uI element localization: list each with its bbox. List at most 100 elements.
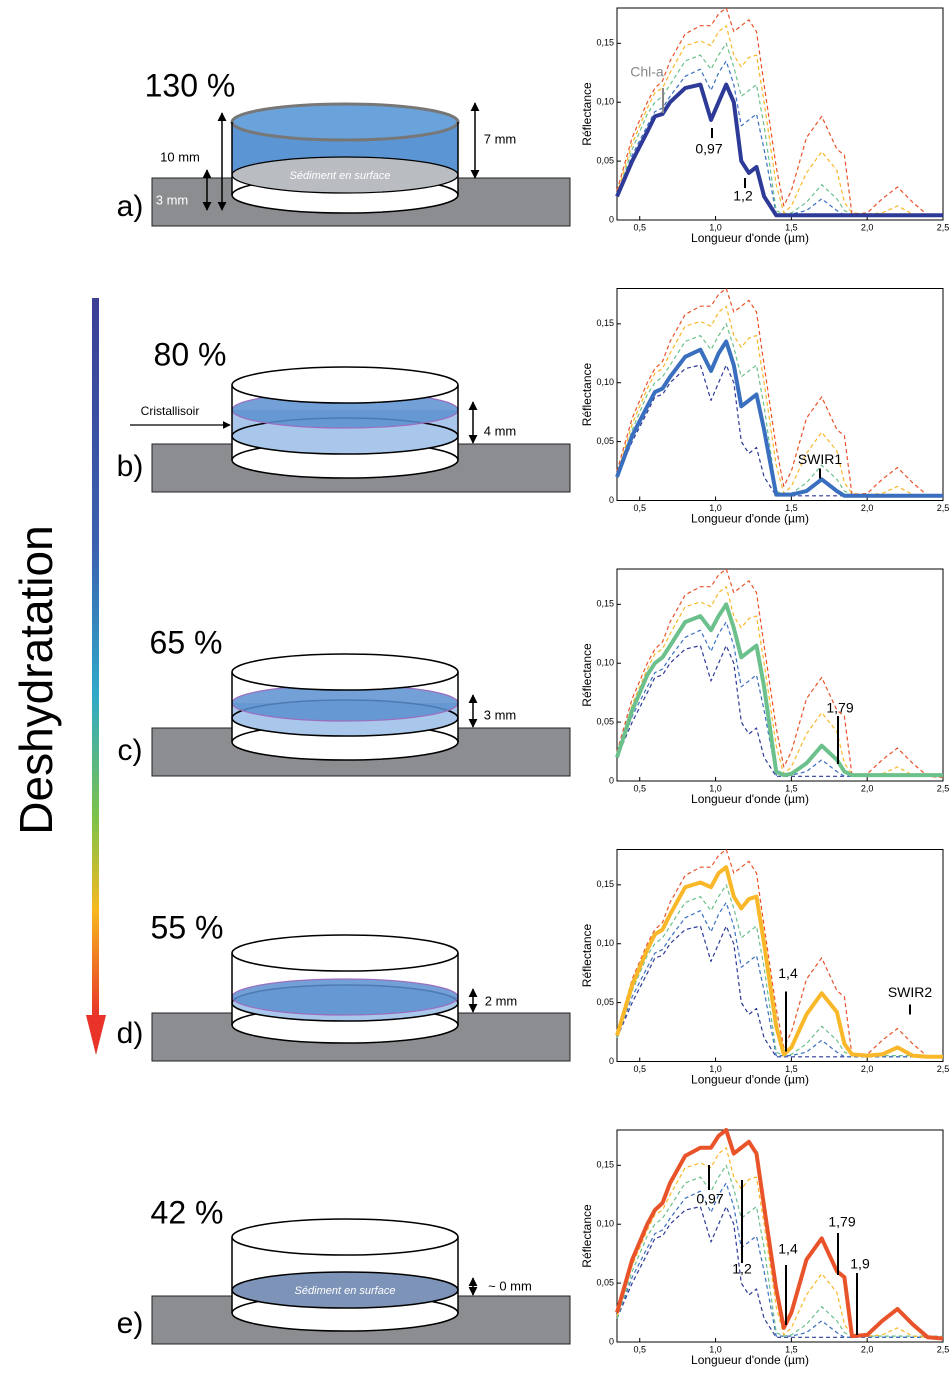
x-tick-label: 1,0 (709, 783, 722, 793)
x-axis-label: Longueur d'onde (µm) (691, 231, 809, 245)
reference-line (616, 848, 944, 1059)
plot-frame (616, 849, 944, 1062)
y-axis-label: Réflectance (580, 643, 594, 707)
reference-line (616, 7, 944, 218)
y-tick-label: 0,15 (596, 1160, 614, 1170)
x-axis-label: Longueur d'onde (µm) (691, 1073, 809, 1087)
diagram-note: 10 mm (160, 149, 200, 164)
diagram-note: 3 mm (156, 192, 189, 207)
x-tick-label: 2,5 (937, 503, 949, 513)
panel-letter: b) (117, 450, 144, 483)
y-tick-label: 0,15 (596, 38, 614, 48)
annotation: SWIR1 (798, 451, 843, 467)
moisture-label: 130 % (145, 67, 236, 103)
arrow-head (86, 1015, 106, 1055)
diagram-note: 7 mm (484, 131, 517, 146)
panel-letter: c) (118, 734, 143, 767)
reference-line (616, 25, 943, 216)
annotation: 1,4 (778, 1241, 798, 1257)
x-tick-label: 1,0 (709, 1064, 722, 1074)
y-axis-label: Réflectance (580, 82, 594, 146)
reference-line (616, 621, 943, 777)
moisture-label: 42 % (151, 1194, 224, 1230)
x-tick-label: 2,0 (861, 222, 874, 232)
reference-line (616, 568, 944, 779)
x-tick-label: 0,5 (633, 1344, 646, 1354)
x-tick-label: 0,5 (633, 503, 646, 513)
highlight-line (615, 1128, 944, 1341)
annotation: Chl-a (630, 64, 664, 80)
plot-frame (616, 7, 944, 221)
panel-letter: d) (117, 1017, 144, 1050)
side-label: Deshydratation (10, 525, 62, 834)
plot-frame (616, 1129, 944, 1343)
highlight-line (615, 82, 943, 218)
y-tick-label: 0 (609, 1056, 614, 1066)
y-axis-label: Réflectance (580, 362, 594, 426)
x-tick-label: 2,5 (937, 222, 949, 232)
reference-line (616, 60, 943, 216)
plot-frame (616, 288, 944, 501)
annotation: 1,2 (732, 1261, 752, 1277)
x-axis-label: Longueur d'onde (µm) (691, 792, 809, 806)
y-axis-label: Réflectance (580, 1204, 594, 1268)
y-tick-label: 0,10 (596, 377, 614, 387)
y-tick-label: 0 (609, 1336, 614, 1346)
y-tick-label: 0,10 (596, 658, 614, 668)
diagram-note: 3 mm (484, 707, 517, 722)
reference-line (616, 287, 944, 498)
x-tick-label: 0,5 (633, 783, 646, 793)
water-surface (230, 102, 460, 142)
diagram-note: 2 mm (485, 993, 518, 1008)
reference-line (616, 586, 943, 777)
diagram-note: Sédiment en surface (295, 1285, 396, 1297)
moisture-label: 55 % (151, 909, 224, 945)
reference-line (616, 645, 943, 777)
annotation: 1,79 (828, 1214, 855, 1230)
x-tick-label: 2,0 (861, 1064, 874, 1074)
annotation: 0,97 (696, 1191, 723, 1207)
y-tick-label: 0,15 (596, 599, 614, 609)
x-tick-label: 1,0 (709, 1344, 722, 1354)
highlight-line (615, 339, 943, 498)
x-tick-label: 2,0 (861, 783, 874, 793)
x-tick-label: 2,0 (861, 1344, 874, 1354)
cylinder-top (231, 366, 459, 404)
gradient-bar (92, 298, 99, 1018)
reference-line (616, 323, 943, 496)
diagram-note: 4 mm (484, 423, 517, 438)
y-tick-label: 0,15 (596, 879, 614, 889)
y-tick-label: 0,05 (596, 155, 614, 165)
x-axis-label: Longueur d'onde (µm) (691, 1353, 809, 1367)
x-tick-label: 0,5 (633, 222, 646, 232)
reference-line (616, 305, 943, 497)
cylinder-top (231, 934, 459, 972)
y-tick-label: 0 (609, 214, 614, 224)
annotation: 0,97 (695, 141, 722, 157)
x-tick-label: 1,5 (785, 222, 798, 232)
x-tick-label: 1,0 (709, 222, 722, 232)
x-tick-label: 0,5 (633, 1064, 646, 1074)
reference-line (616, 42, 943, 215)
annotation: SWIR2 (888, 984, 933, 1000)
x-tick-label: 2,5 (937, 1344, 949, 1354)
y-tick-label: 0 (609, 495, 614, 505)
reference-line (616, 1147, 943, 1338)
moisture-label: 80 % (154, 336, 227, 372)
y-tick-label: 0,10 (596, 97, 614, 107)
y-tick-label: 0,10 (596, 1219, 614, 1229)
water-surface (231, 978, 459, 1016)
highlight-line (615, 602, 943, 778)
y-axis-label: Réflectance (580, 923, 594, 987)
x-tick-label: 1,5 (785, 503, 798, 513)
annotation: 1,4 (778, 965, 798, 981)
x-tick-label: 2,0 (861, 503, 874, 513)
x-axis-label: Longueur d'onde (µm) (691, 512, 809, 526)
y-tick-label: 0,05 (596, 716, 614, 726)
x-tick-label: 1,0 (709, 503, 722, 513)
cylinder-top (231, 1218, 459, 1256)
reference-line (616, 1182, 943, 1338)
diagram-note: Sédiment en surface (290, 170, 391, 182)
panel-letter: a) (117, 190, 144, 223)
